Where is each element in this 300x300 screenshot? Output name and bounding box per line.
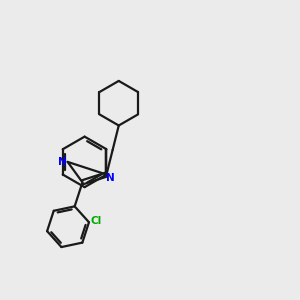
Text: N: N bbox=[106, 173, 115, 183]
Text: Cl: Cl bbox=[91, 216, 102, 226]
Text: N: N bbox=[58, 157, 67, 167]
